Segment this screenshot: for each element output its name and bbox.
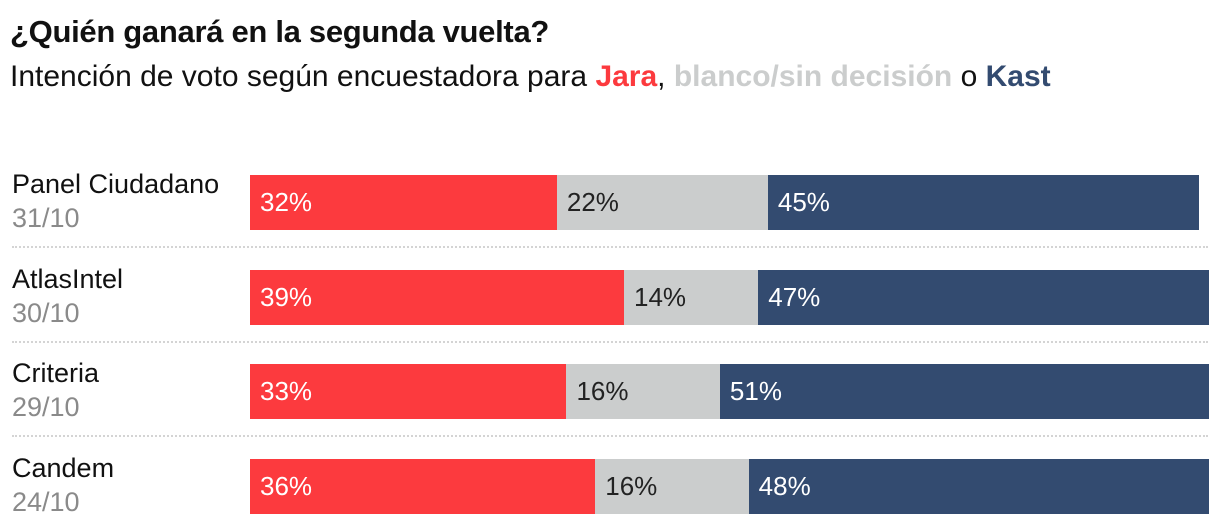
- bar-segment-kast: [748, 459, 1209, 514]
- data-label-kast: 51%: [729, 376, 782, 406]
- bar-segment-blank: [556, 175, 768, 230]
- row-divider: [12, 435, 1208, 437]
- pollster-name: Panel Ciudadano: [12, 169, 220, 199]
- bar-segment-blank: [624, 270, 759, 325]
- poll-date: 31/10: [12, 203, 80, 233]
- pollster-name: AtlasIntel: [12, 264, 124, 294]
- data-label-kast: 48%: [758, 471, 811, 501]
- data-label-kast: 47%: [768, 282, 821, 312]
- subtitle-separator-2: o: [952, 60, 986, 93]
- data-label-jara: 36%: [260, 471, 313, 501]
- bar-segment-kast: [719, 364, 1209, 419]
- chart-subtitle: Intención de voto según encuestadora par…: [10, 60, 1051, 94]
- data-label-jara: 33%: [260, 376, 313, 406]
- bar-segment-jara: [250, 364, 567, 419]
- data-label-blank: 22%: [566, 187, 619, 217]
- data-label-blank: 16%: [576, 376, 629, 406]
- row-divider: [12, 341, 1208, 343]
- row-label: Panel Ciudadano 31/10: [12, 167, 219, 235]
- bar-segment-blank: [595, 459, 749, 514]
- row-label: Candem 24/10: [12, 451, 114, 519]
- bar-segment-kast: [767, 175, 1200, 230]
- data-label-jara: 39%: [260, 282, 313, 312]
- data-label-blank: 16%: [605, 471, 658, 501]
- legend-jara: Jara: [595, 60, 658, 93]
- subtitle-prefix: Intención de voto según encuestadora par…: [10, 60, 596, 93]
- pollster-name: Criteria: [12, 358, 100, 388]
- data-label-kast: 45%: [777, 187, 830, 217]
- poll-date: 30/10: [12, 298, 80, 328]
- chart-title: ¿Quién ganará en la segunda vuelta?: [10, 14, 550, 49]
- bar-segment-jara: [250, 175, 557, 230]
- poll-date: 29/10: [12, 392, 80, 422]
- row-label: Criteria 29/10: [12, 356, 99, 424]
- data-label-jara: 32%: [260, 187, 313, 217]
- bar-segment-jara: [250, 459, 596, 514]
- bar-segment-blank: [566, 364, 720, 419]
- poll-date: 24/10: [12, 487, 80, 517]
- legend-kast: Kast: [985, 60, 1051, 93]
- row-divider: [12, 246, 1208, 248]
- row-label: AtlasIntel 30/10: [12, 262, 123, 330]
- subtitle-separator-1: ,: [657, 60, 674, 93]
- pollster-name: Candem: [12, 453, 115, 483]
- bar-segment-kast: [758, 270, 1209, 325]
- legend-blank: blanco/sin decisión: [673, 60, 953, 93]
- data-label-blank: 14%: [634, 282, 687, 312]
- bar-segment-jara: [250, 270, 624, 325]
